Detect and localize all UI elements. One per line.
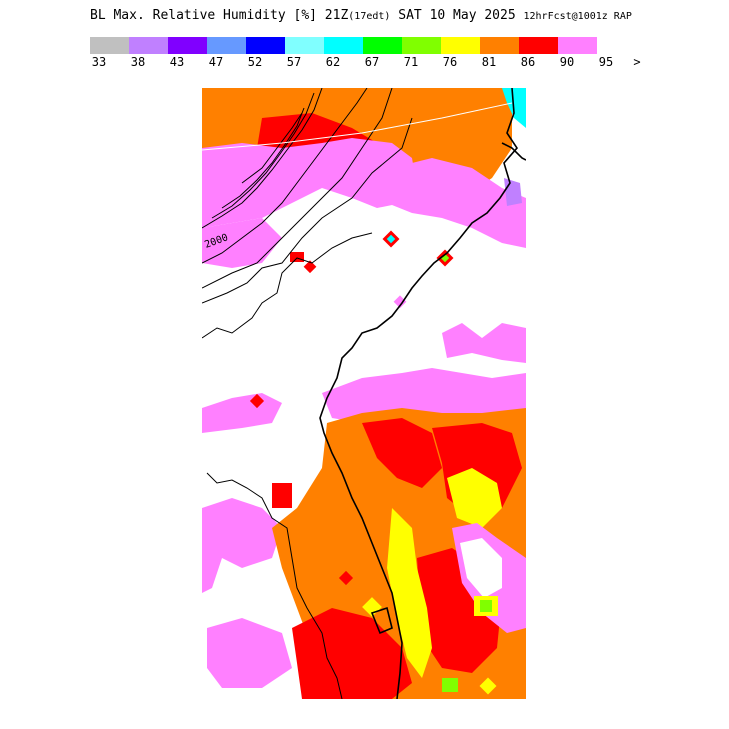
- state-boundary: [202, 102, 513, 151]
- yellow-region-south: [387, 508, 432, 678]
- humidity-cell: [393, 295, 407, 309]
- legend-tick: 71: [403, 55, 419, 69]
- red-region-south-3: [292, 608, 412, 699]
- terrain-contour: [241, 112, 303, 184]
- pink-region-north-coast: [372, 158, 526, 248]
- coastline-inlet: [370, 606, 393, 635]
- terrain-contour: [202, 88, 323, 229]
- legend-tick: 62: [325, 55, 341, 69]
- legend-swatch: [207, 37, 246, 54]
- humidity-map: 2000: [202, 88, 526, 699]
- legend-swatch: [480, 37, 519, 54]
- legend-tick: >: [633, 55, 641, 69]
- legend-swatch: [324, 37, 363, 54]
- humidity-cell: [480, 600, 492, 612]
- legend-tick: 57: [286, 55, 302, 69]
- pink-region-south-2: [207, 618, 292, 688]
- legend-tick: 81: [481, 55, 497, 69]
- title-date: SAT 10 May 2025: [398, 8, 516, 23]
- legend-swatch: [402, 37, 441, 54]
- state-boundary: [206, 472, 343, 699]
- legend-tick: 52: [247, 55, 263, 69]
- pink-region-northwest: [202, 218, 282, 268]
- legend-swatch: [168, 37, 207, 54]
- terrain-contour: [202, 88, 368, 264]
- pink-region-north: [202, 138, 417, 228]
- coastline: [319, 88, 519, 699]
- legend-tick: 95: [598, 55, 614, 69]
- legend-swatch: [363, 37, 402, 54]
- legend-tick: 90: [559, 55, 575, 69]
- legend-tick: 76: [442, 55, 458, 69]
- legend-swatch: [129, 37, 168, 54]
- humidity-cell: [442, 678, 458, 692]
- terrain-contour: [211, 92, 315, 219]
- white-region-south-coast: [460, 538, 502, 598]
- legend-swatch: [441, 37, 480, 54]
- legend-ticks: 33 38 43 47 52 57 62 67 71 76 81 86 90 9…: [0, 55, 729, 71]
- humidity-cell: [479, 677, 497, 695]
- pink-region-southwest: [202, 498, 282, 593]
- legend-swatch: [558, 37, 597, 54]
- humidity-cell: [386, 234, 396, 244]
- legend-swatch: [519, 37, 558, 54]
- humidity-cell: [249, 393, 265, 409]
- humidity-cell: [272, 483, 292, 508]
- yellow-region-east: [447, 468, 502, 528]
- forecast-info: 12hrFcst@1001z RAP: [523, 11, 632, 22]
- humidity-cell: [338, 570, 354, 586]
- title-text: BL Max. Relative Humidity [%] 21Z: [90, 8, 349, 23]
- legend-swatch: [90, 37, 129, 54]
- red-region-south-1: [362, 418, 442, 488]
- terrain-contour: [221, 107, 305, 209]
- legend-tick: 38: [130, 55, 146, 69]
- state-boundary: [202, 232, 373, 339]
- humidity-cell: [290, 252, 304, 262]
- terrain-contour: [202, 88, 393, 289]
- map-title: BL Max. Relative Humidity [%] 21Z(17edt)…: [90, 8, 632, 23]
- legend-tick: 33: [91, 55, 107, 69]
- legend-swatch: [285, 37, 324, 54]
- legend-tick: 67: [364, 55, 380, 69]
- terrain-contour: [202, 117, 413, 304]
- local-time: (17edt): [348, 11, 391, 22]
- legend-tick: 43: [169, 55, 185, 69]
- legend-tick: 86: [520, 55, 536, 69]
- legend-swatch: [246, 37, 285, 54]
- color-legend: [90, 37, 597, 54]
- legend-tick: 47: [208, 55, 224, 69]
- coastline-north: [501, 142, 526, 161]
- pink-region-east: [442, 323, 526, 363]
